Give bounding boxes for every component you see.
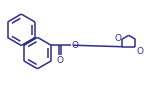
Text: O: O — [71, 41, 78, 50]
Text: O: O — [114, 34, 121, 43]
Text: O: O — [136, 47, 143, 56]
Text: O: O — [57, 56, 64, 65]
